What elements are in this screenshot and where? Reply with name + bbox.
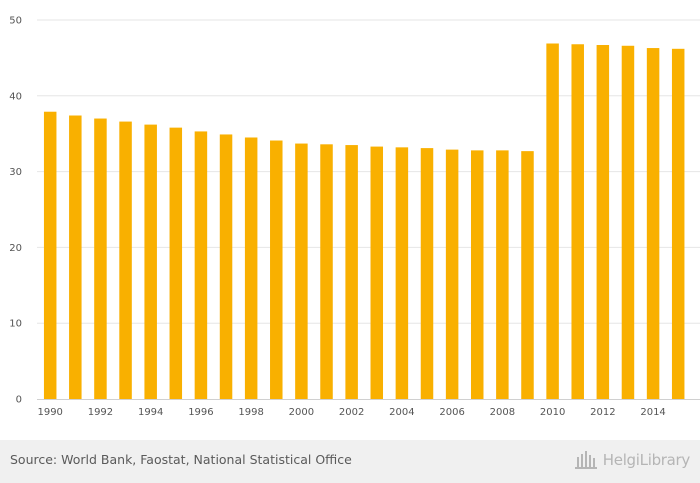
y-tick-label: 10 — [9, 319, 22, 330]
x-tick-label: 1990 — [37, 407, 62, 418]
footer: Source: World Bank, Faostat, National St… — [0, 440, 700, 483]
x-tick-label: 1992 — [88, 407, 113, 418]
bar-1992[interactable] — [94, 118, 107, 399]
bar-1998[interactable] — [244, 137, 258, 400]
bar-2005[interactable] — [420, 148, 434, 399]
library-columns-icon — [574, 451, 597, 469]
y-tick-label: 30 — [9, 167, 22, 178]
source-note: Source: World Bank, Faostat, National St… — [10, 452, 352, 467]
y-tick-label: 20 — [9, 243, 22, 254]
bar-1995[interactable] — [169, 127, 183, 400]
bar-1990[interactable] — [43, 111, 57, 399]
bar-2007[interactable] — [470, 150, 484, 399]
x-axis-ticks: 1990 1992 1994 1996 1998 2000 2002 2004 2006 2008… — [37, 407, 665, 418]
brand-logo[interactable]: HelgiLibrary — [573, 448, 690, 472]
bar-2009[interactable] — [521, 151, 534, 399]
bar-2002[interactable] — [345, 145, 358, 399]
bar-2008[interactable] — [496, 150, 509, 399]
x-tick-label: 2004 — [389, 407, 414, 418]
bar-2013[interactable] — [621, 45, 635, 399]
x-tick-label: 2012 — [590, 407, 615, 418]
x-tick-label: 2006 — [439, 407, 464, 418]
y-tick-label: 50 — [9, 16, 22, 27]
x-tick-label: 1994 — [138, 407, 163, 418]
x-tick-label: 1998 — [238, 407, 263, 418]
bar-1991[interactable] — [69, 115, 82, 400]
bar-2014[interactable] — [646, 48, 660, 400]
bar-2011[interactable] — [571, 44, 584, 399]
y-tick-label: 0 — [16, 395, 22, 406]
bar-2003[interactable] — [370, 146, 384, 399]
bar-2015[interactable] — [671, 48, 685, 399]
bar-2010[interactable] — [546, 43, 559, 400]
bar-chart: 0 10 20 30 40 50 1990 1992 1994 1996 1998 2000 2002… — [9, 16, 700, 418]
x-tick-label: 2002 — [339, 407, 364, 418]
bar-1996[interactable] — [194, 131, 208, 399]
bar-2000[interactable] — [295, 143, 308, 399]
y-axis-ticks: 0 10 20 30 40 50 — [9, 16, 22, 406]
bar-1994[interactable] — [144, 124, 157, 399]
x-tick-label: 2000 — [289, 407, 314, 418]
bar-1993[interactable] — [119, 121, 132, 400]
bar-2004[interactable] — [395, 147, 409, 399]
x-tick-label: 2010 — [540, 407, 565, 418]
x-tick-label: 1996 — [188, 407, 213, 418]
bar-2012[interactable] — [596, 45, 610, 399]
x-tick-label: 2008 — [490, 407, 515, 418]
bars — [43, 43, 685, 400]
bar-2006[interactable] — [445, 149, 459, 399]
brand-name: HelgiLibrary — [602, 451, 691, 469]
bar-1999[interactable] — [270, 140, 283, 399]
bar-2001[interactable] — [320, 144, 333, 399]
x-tick-label: 2014 — [640, 407, 665, 418]
bar-1997[interactable] — [219, 134, 233, 399]
y-tick-label: 40 — [9, 91, 22, 102]
